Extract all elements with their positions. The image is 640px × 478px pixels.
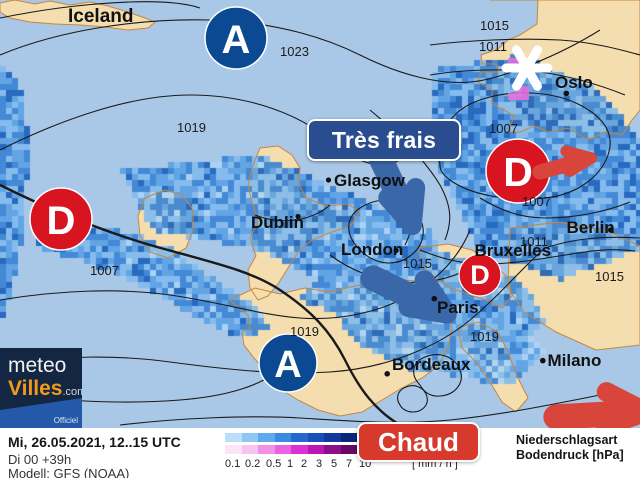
svg-text:Berlin: Berlin bbox=[567, 218, 615, 237]
svg-text:A: A bbox=[222, 18, 251, 62]
svg-text:Paris: Paris bbox=[437, 298, 479, 317]
svg-text:Iceland: Iceland bbox=[68, 6, 133, 27]
svg-text:1011: 1011 bbox=[520, 234, 548, 249]
svg-text:1019: 1019 bbox=[290, 324, 319, 339]
svg-text:1011: 1011 bbox=[479, 39, 507, 54]
svg-text:D: D bbox=[47, 199, 76, 243]
svg-text:D: D bbox=[503, 149, 533, 195]
svg-text:A: A bbox=[274, 344, 301, 386]
svg-text:1015: 1015 bbox=[403, 256, 432, 271]
svg-text:Oslo: Oslo bbox=[555, 73, 593, 92]
svg-text:1019: 1019 bbox=[470, 329, 499, 344]
svg-text:1015: 1015 bbox=[595, 269, 624, 284]
svg-text:1023: 1023 bbox=[280, 44, 309, 59]
svg-text:1015: 1015 bbox=[480, 18, 509, 33]
svg-text:D: D bbox=[470, 260, 490, 290]
svg-text:1019: 1019 bbox=[177, 120, 206, 135]
svg-text:1007: 1007 bbox=[489, 121, 518, 136]
svg-text:Bordeaux: Bordeaux bbox=[392, 355, 471, 374]
svg-text:1007: 1007 bbox=[522, 194, 551, 209]
svg-text:Milano: Milano bbox=[548, 351, 602, 370]
svg-text:Glasgow: Glasgow bbox=[334, 171, 406, 190]
svg-text:1007: 1007 bbox=[90, 263, 119, 278]
